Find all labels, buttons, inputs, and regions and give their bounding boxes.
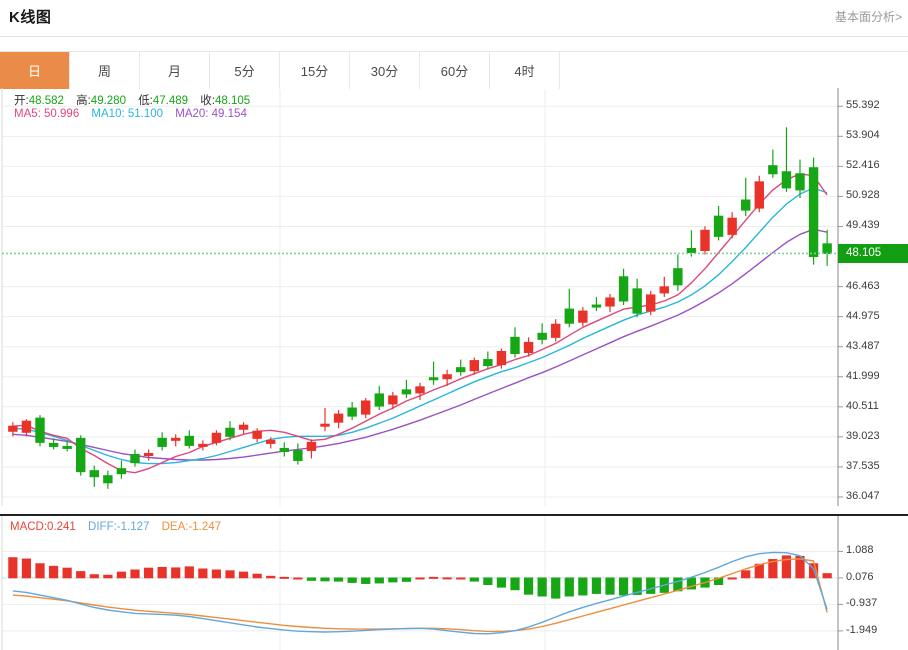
tab-15min[interactable]: 15分: [280, 52, 350, 89]
tab-4hour[interactable]: 4时: [490, 52, 560, 89]
tab-month[interactable]: 月: [140, 52, 210, 89]
tab-week[interactable]: 周: [70, 52, 140, 89]
tab-60min[interactable]: 60分: [420, 52, 490, 89]
chart-area[interactable]: 开:48.582 高:49.280 低:47.489 收:48.105 MA5:…: [0, 88, 908, 650]
price-plot: [1, 88, 843, 506]
fundamental-analysis-link[interactable]: 基本面分析>: [834, 10, 902, 24]
page-title: K线图: [9, 9, 52, 26]
current-price-tag: 48.105: [838, 243, 908, 263]
tabbar-filler: [560, 52, 908, 89]
macd-panel[interactable]: MACD:0.241 DIFF:-1.127 DEA:-1.247 1.088 0…: [0, 514, 908, 650]
tab-5min[interactable]: 5分: [210, 52, 280, 89]
macd-plot: [1, 516, 843, 650]
price-panel[interactable]: 开:48.582 高:49.280 低:47.489 收:48.105 MA5:…: [0, 88, 908, 514]
tab-day[interactable]: 日: [0, 52, 70, 89]
tab-30min[interactable]: 30分: [350, 52, 420, 89]
period-tabbar: 日 周 月 5分 15分 30分 60分 4时: [0, 51, 908, 89]
page-header: K线图 基本面分析>: [0, 0, 908, 37]
